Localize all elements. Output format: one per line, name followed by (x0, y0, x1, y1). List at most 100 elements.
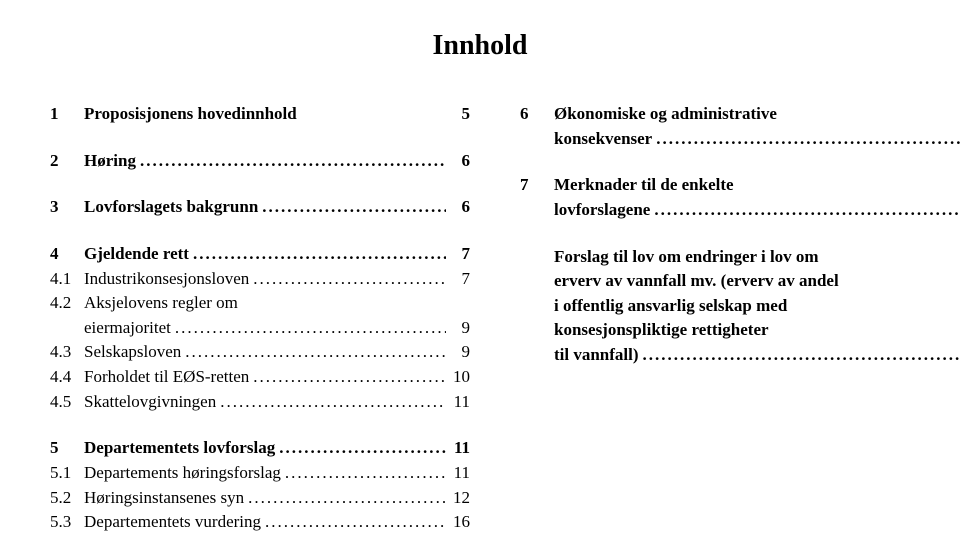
toc-spacer (520, 151, 960, 173)
toc-spacer (50, 414, 470, 436)
toc-page-number: 10 (446, 365, 470, 390)
toc-row: Forslag til lov om endringer i lov om (520, 245, 960, 270)
toc-number: 5.3 (50, 510, 84, 535)
toc-row: i offentlig ansvarlig selskap med (520, 294, 960, 319)
toc-leader: ........................................… (261, 510, 446, 535)
toc-row: 5.2Høringsinstansenes syn...............… (50, 486, 470, 511)
toc-spacer (50, 127, 470, 149)
toc-page-number: 16 (446, 510, 470, 535)
toc-title: Innhold (50, 30, 910, 62)
toc-label: Økonomiske og administrative (554, 102, 777, 127)
toc-label: eiermajoritet (84, 316, 171, 341)
toc-page-number: 7 (446, 267, 470, 292)
toc-number: 4 (50, 242, 84, 267)
toc-number: 4.4 (50, 365, 84, 390)
toc-row: 4.5Skattelovgivningen...................… (50, 390, 470, 415)
toc-label: Høringsinstansenes syn (84, 486, 244, 511)
toc-number: 3 (50, 195, 84, 220)
toc-row: 1Proposisjonens hovedinnhold 5 (50, 102, 470, 127)
toc-columns: 1Proposisjonens hovedinnhold 5 2Høring....… (50, 102, 910, 535)
toc-left-column: 1Proposisjonens hovedinnhold 5 2Høring....… (50, 102, 470, 535)
toc-number: 2 (50, 149, 84, 174)
toc-spacer (50, 173, 470, 195)
toc-label: erverv av vannfall mv. (erverv av andel (554, 269, 839, 294)
toc-page-number: 12 (446, 486, 470, 511)
toc-leader: ........................................… (275, 436, 446, 461)
toc-row: lovforslagene...........................… (520, 198, 960, 223)
toc-row: 4.2Aksjelovens regler om (50, 291, 470, 316)
toc-page: Innhold 1Proposisjonens hovedinnhold52Hø… (0, 0, 960, 535)
toc-label: konsekvenser (554, 127, 652, 152)
toc-number: 4.3 (50, 340, 84, 365)
toc-label: Forholdet til EØS-retten (84, 365, 249, 390)
toc-label: Proposisjonens hovedinnhold (84, 102, 297, 127)
toc-label: Høring (84, 149, 136, 174)
toc-number: 7 (520, 173, 554, 198)
toc-label: Industrikonsesjonsloven (84, 267, 249, 292)
toc-leader: ........................................… (281, 461, 446, 486)
toc-leader: ........................................… (249, 365, 446, 390)
toc-row: eiermajoritet...........................… (50, 316, 470, 341)
toc-label: til vannfall) (554, 343, 639, 368)
toc-page-number: 6 (446, 195, 470, 220)
toc-number: 5 (50, 436, 84, 461)
toc-number: 4.5 (50, 390, 84, 415)
toc-leader: ........................................… (258, 195, 446, 220)
toc-leader: ........................................… (244, 486, 446, 511)
toc-label: Merknader til de enkelte (554, 173, 734, 198)
toc-number: 1 (50, 102, 84, 127)
toc-row: 4Gjeldende rett.........................… (50, 242, 470, 267)
toc-number: 6 (520, 102, 554, 127)
toc-row: 4.4Forholdet til EØS-retten.............… (50, 365, 470, 390)
toc-label: Forslag til lov om endringer i lov om (554, 245, 819, 270)
toc-spacer (520, 223, 960, 245)
toc-number: 4.1 (50, 267, 84, 292)
toc-row: 5.3Departementets vurdering.............… (50, 510, 470, 535)
toc-page-number: 11 (446, 461, 470, 486)
toc-leader: ........................................… (249, 267, 446, 292)
toc-row: 5.1Departements høringsforslag..........… (50, 461, 470, 486)
toc-leader: ........................................… (639, 343, 960, 368)
toc-page-number: 5 (446, 102, 470, 127)
toc-spacer (50, 220, 470, 242)
toc-label: Skattelovgivningen (84, 390, 216, 415)
toc-row: 7Merknader til de enkelte (520, 173, 960, 198)
toc-label: konsesjonspliktige rettigheter (554, 318, 769, 343)
toc-row: 3Lovforslagets bakgrunn.................… (50, 195, 470, 220)
toc-label: i offentlig ansvarlig selskap med (554, 294, 787, 319)
toc-page-number: 9 (446, 340, 470, 365)
toc-page-number: 11 (446, 436, 470, 461)
toc-label: Lovforslagets bakgrunn (84, 195, 258, 220)
toc-leader: ........................................… (136, 149, 446, 174)
toc-leader: ........................................… (171, 316, 446, 341)
toc-row: 4.3Selskapsloven........................… (50, 340, 470, 365)
toc-row: 4.1Industrikonsesjonsloven..............… (50, 267, 470, 292)
toc-page-number: 11 (446, 390, 470, 415)
toc-label: Selskapsloven (84, 340, 181, 365)
toc-number: 5.1 (50, 461, 84, 486)
toc-page-number: 9 (446, 316, 470, 341)
toc-leader: ........................................… (216, 390, 446, 415)
toc-leader: ........................................… (652, 127, 960, 152)
toc-label: Gjeldende rett (84, 242, 189, 267)
toc-row: 5Departementets lovforslag..............… (50, 436, 470, 461)
toc-leader: ........................................… (650, 198, 960, 223)
toc-right-column: 6Økonomiske og administrativekonsekvense… (520, 102, 960, 535)
toc-leader: ........................................… (189, 242, 446, 267)
toc-label: Departementets lovforslag (84, 436, 275, 461)
toc-row: 2Høring.................................… (50, 149, 470, 174)
toc-row: til vannfall)...........................… (520, 343, 960, 368)
toc-row: erverv av vannfall mv. (erverv av andel (520, 269, 960, 294)
toc-label: Departementets vurdering (84, 510, 261, 535)
toc-label: Departements høringsforslag (84, 461, 281, 486)
toc-row: konsesjonspliktige rettigheter (520, 318, 960, 343)
toc-row: 6Økonomiske og administrative (520, 102, 960, 127)
toc-number: 5.2 (50, 486, 84, 511)
toc-label: Aksjelovens regler om (84, 291, 238, 316)
toc-page-number: 6 (446, 149, 470, 174)
toc-row: konsekvenser............................… (520, 127, 960, 152)
toc-leader: ........................................… (181, 340, 446, 365)
toc-page-number: 7 (446, 242, 470, 267)
toc-number: 4.2 (50, 291, 84, 316)
toc-label: lovforslagene (554, 198, 650, 223)
